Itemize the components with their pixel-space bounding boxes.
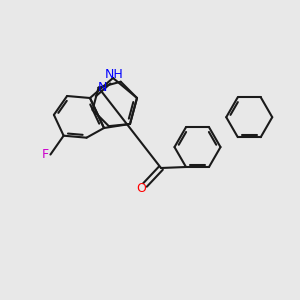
Text: N: N [98,81,107,94]
Text: F: F [42,148,49,161]
Text: NH: NH [105,68,123,80]
Text: O: O [136,182,146,196]
